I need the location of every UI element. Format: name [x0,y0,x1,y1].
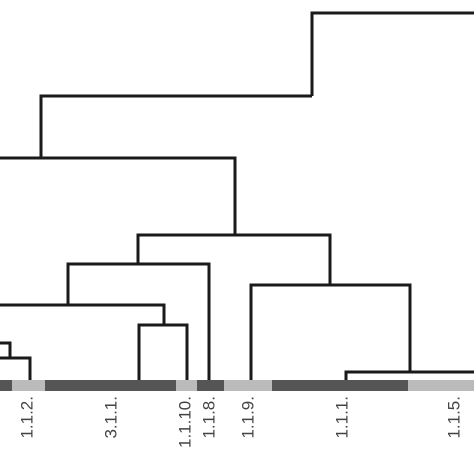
leaf-label: 1.1.8. [199,396,218,439]
leaf-label: 1.1.9. [238,396,257,439]
link [344,370,474,380]
link [136,233,332,285]
link [0,356,32,380]
group-color-bar [0,380,474,391]
link [310,11,474,96]
link [0,303,166,325]
bar-segment [197,380,224,391]
leaf-label: 3.1.1. [101,396,120,439]
leaf-label: 1.1.10. [175,396,194,448]
link [0,341,12,358]
dendrogram-links [0,11,474,380]
link [66,262,211,380]
bar-segment [12,380,45,391]
bar-segment [408,380,474,391]
leaf-label: 1.1.1. [332,396,351,439]
leaf-labels: 1.1.2. 3.1.1. 1.1.10. 1.1.8. 1.1.9. 1.1.… [17,396,463,448]
leaf-label: 1.1.5. [444,396,463,439]
leaf-label: 1.1.2. [17,396,36,439]
link [249,283,412,380]
bar-segment [176,380,197,391]
bar-segment [45,380,176,391]
bar-segment [272,380,408,391]
link [137,323,189,380]
link [0,156,237,235]
link [39,94,312,158]
bar-segment [224,380,272,391]
bar-segment [0,380,12,391]
